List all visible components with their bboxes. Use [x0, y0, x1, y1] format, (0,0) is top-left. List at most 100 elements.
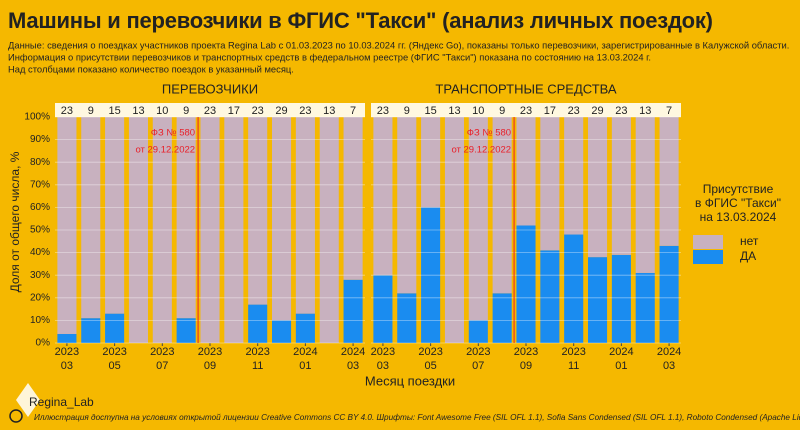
subtitle: Данные: сведения о поездках участников п…	[8, 39, 789, 50]
count-label: 23	[252, 105, 264, 117]
count-label: 9	[88, 105, 94, 117]
count-label: 23	[299, 105, 311, 117]
x-tick-label: 2024 01	[293, 346, 317, 372]
bar	[611, 117, 631, 255]
bar	[248, 304, 268, 343]
logo-text: Regina_Lab	[29, 395, 94, 409]
bar	[611, 254, 631, 343]
count-label: 23	[377, 105, 389, 117]
bar	[57, 333, 77, 343]
legend-swatch	[693, 250, 723, 264]
bar	[343, 279, 363, 343]
bar	[540, 250, 560, 343]
y-tick-label: 20%	[30, 292, 50, 303]
bar	[272, 117, 292, 321]
count-label: 13	[448, 105, 460, 117]
x-tick-label: 2024 03	[341, 346, 365, 372]
bar	[200, 117, 220, 343]
y-tick-label: 80%	[30, 157, 50, 168]
legend-label: нет	[740, 234, 759, 248]
count-label: 13	[132, 105, 144, 117]
annotation: ФЗ № 580	[151, 128, 195, 139]
count-label: 23	[568, 105, 580, 117]
legend-title: на 13.03.2024	[700, 210, 777, 224]
count-label: 9	[404, 105, 410, 117]
bar	[635, 117, 655, 273]
legend-label: ДА	[740, 249, 756, 263]
x-tick-label: 2023 09	[198, 346, 222, 372]
count-label: 13	[639, 105, 651, 117]
bar	[397, 117, 417, 294]
count-label: 7	[350, 105, 356, 117]
y-tick-label: 50%	[30, 225, 50, 236]
count-label: 15	[424, 105, 436, 117]
x-axis-title: Месяц поездки	[365, 373, 455, 388]
x-tick-label: 2023 03	[55, 346, 79, 372]
bar	[57, 117, 77, 334]
y-tick-label: 30%	[30, 270, 50, 281]
bar	[105, 117, 125, 314]
bar	[319, 117, 339, 343]
chart-title: Машины и перевозчики в ФГИС "Такси" (ана…	[8, 8, 713, 33]
annotation: от 29.12.2022	[135, 145, 195, 156]
bar	[588, 117, 608, 258]
logo	[9, 383, 40, 423]
facet-title: ТРАНСПОРТНЫЕ СРЕДСТВА	[435, 81, 617, 96]
bar	[659, 245, 679, 343]
bar	[564, 234, 584, 343]
count-label: 23	[61, 105, 73, 117]
bar	[176, 318, 196, 343]
bar	[468, 117, 488, 321]
x-tick-label: 2023 09	[514, 346, 538, 372]
count-label: 23	[204, 105, 216, 117]
x-tick-label: 2023 03	[371, 346, 395, 372]
count-label: 13	[323, 105, 335, 117]
x-tick-label: 2023 05	[418, 346, 442, 372]
y-tick-label: 100%	[24, 112, 50, 123]
bar	[421, 207, 441, 343]
count-label: 9	[183, 105, 189, 117]
footer-caption: Иллюстрация доступна на условиях открыто…	[34, 413, 800, 422]
count-label: 9	[499, 105, 505, 117]
y-tick-label: 10%	[30, 315, 50, 326]
bar	[540, 117, 560, 251]
bar	[105, 313, 125, 343]
facet-title: ПЕРЕВОЗЧИКИ	[162, 81, 258, 96]
count-label: 23	[520, 105, 532, 117]
count-label: 17	[544, 105, 556, 117]
count-label: 29	[591, 105, 603, 117]
count-strip	[371, 103, 681, 117]
bar	[81, 117, 101, 319]
bar	[152, 117, 172, 343]
x-tick-label: 2023 11	[561, 346, 585, 372]
legend-title: в ФГИС "Такси"	[695, 196, 781, 210]
x-tick-label: 2023 07	[466, 346, 490, 372]
x-tick-label: 2024 03	[657, 346, 681, 372]
bar	[516, 117, 536, 226]
annotation: от 29.12.2022	[451, 145, 511, 156]
bar	[468, 320, 488, 343]
x-tick-label: 2023 11	[245, 346, 269, 372]
bar	[373, 275, 393, 343]
bar	[272, 320, 292, 343]
bar	[373, 117, 393, 276]
count-label: 17	[228, 105, 240, 117]
bar	[295, 117, 315, 314]
bar	[248, 117, 268, 305]
bar	[81, 318, 101, 343]
count-label: 7	[666, 105, 672, 117]
count-label: 15	[108, 105, 120, 117]
legend-swatch	[693, 235, 723, 249]
bar	[176, 117, 196, 319]
count-label: 29	[275, 105, 287, 117]
y-tick-label: 70%	[30, 179, 50, 190]
x-tick-label: 2024 01	[609, 346, 633, 372]
bar	[224, 117, 244, 343]
y-tick-label: 90%	[30, 134, 50, 145]
bar	[444, 117, 464, 343]
bar	[635, 272, 655, 343]
count-label: 10	[156, 105, 168, 117]
count-label: 23	[615, 105, 627, 117]
legend-title: Присутствие	[703, 182, 774, 196]
